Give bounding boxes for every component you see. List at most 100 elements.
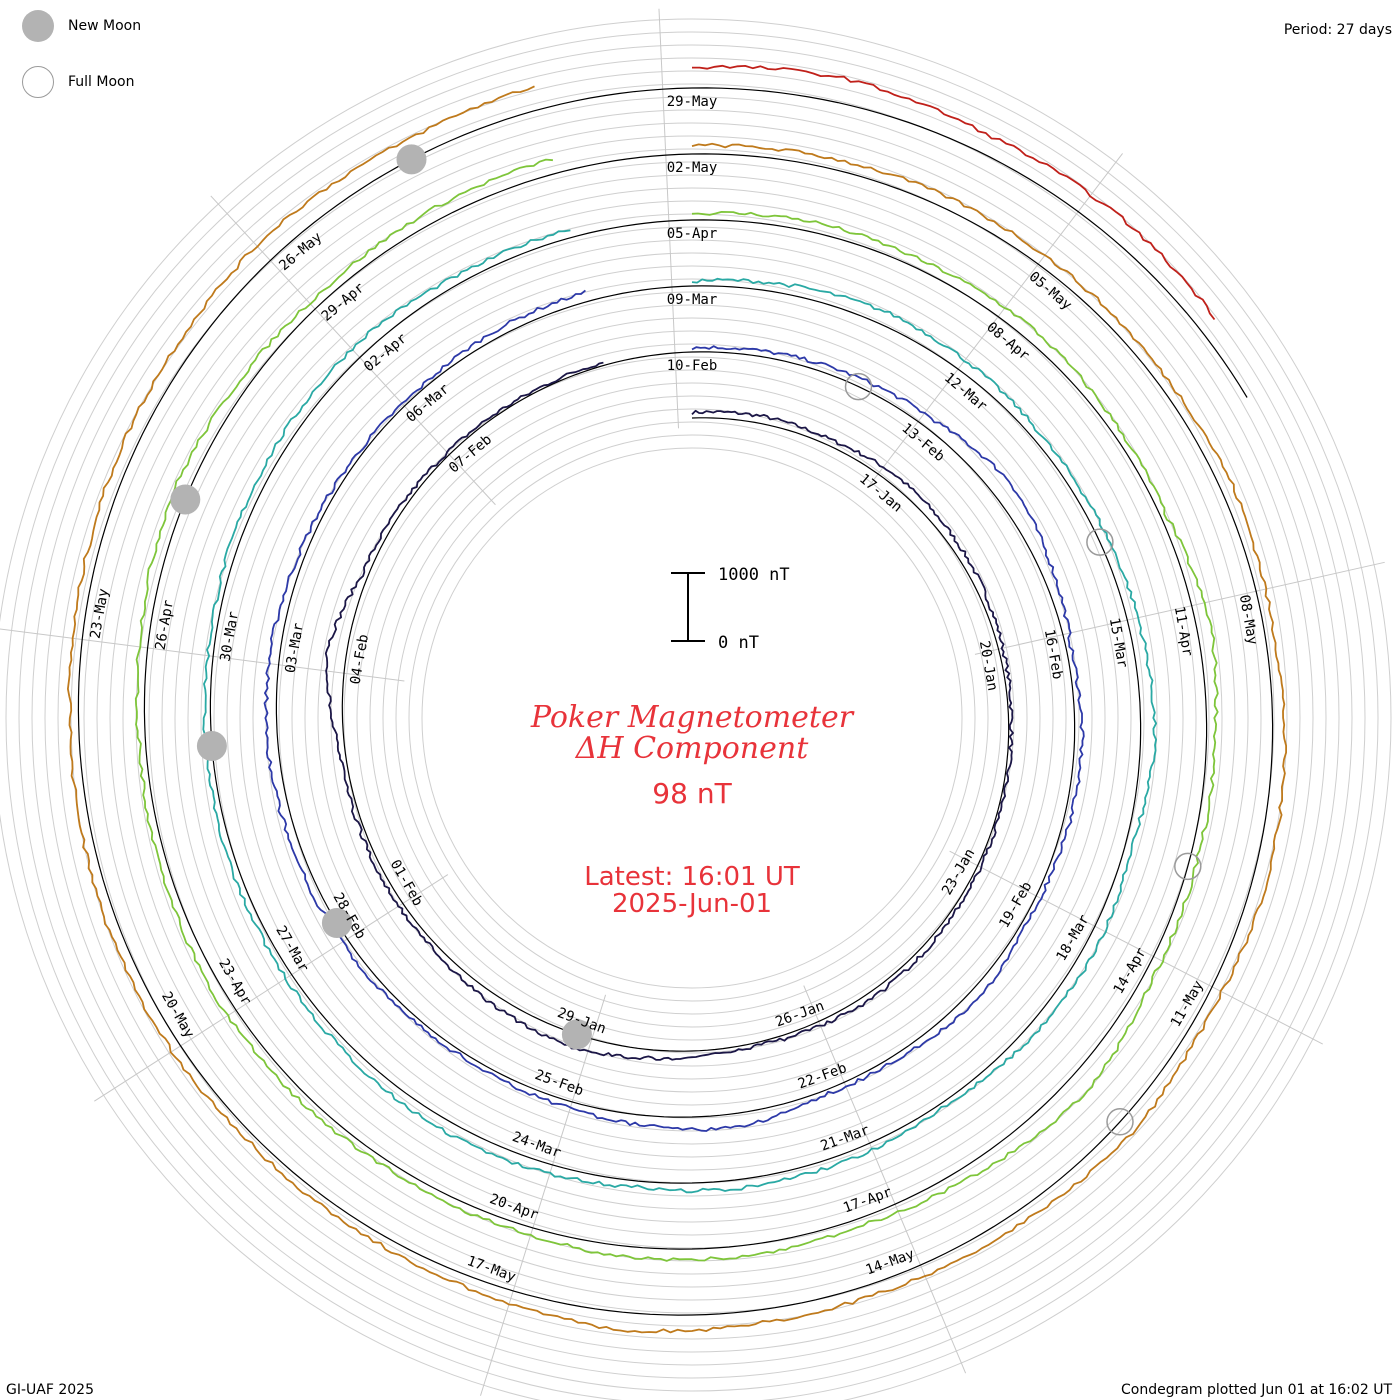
grid-ring	[408, 434, 976, 1002]
chart-title: Poker Magnetometer	[530, 700, 855, 735]
date-label: 05-Apr	[667, 226, 718, 242]
date-label: 02-May	[667, 160, 718, 176]
date-label: 03-Mar	[283, 622, 308, 675]
date-label: 17-May	[465, 1253, 518, 1285]
grid-ring	[18, 44, 1366, 1392]
spoke-line	[658, 8, 680, 429]
data-series-group	[67, 64, 1287, 1334]
series-line-2025-05-29	[692, 64, 1216, 321]
date-label: 20-Jan	[976, 640, 1001, 693]
chart-subtitle: ΔH Component	[575, 731, 809, 766]
grid-ring	[31, 57, 1353, 1379]
grid-ring	[148, 174, 1236, 1262]
period-label: Period: 27 days	[1283, 22, 1392, 38]
grid-ring	[174, 200, 1210, 1236]
spoke-line	[94, 874, 449, 1102]
grid-ring	[109, 135, 1275, 1301]
plotted-timestamp: Condegram plotted Jun 01 at 16:02 UT	[1121, 1382, 1392, 1398]
grid-ring	[122, 148, 1262, 1288]
date-label: 29-May	[667, 94, 718, 110]
spoke-line	[867, 153, 1123, 488]
spoke-line	[803, 985, 967, 1374]
grid-ring	[213, 239, 1171, 1197]
date-label: 11-May	[1168, 978, 1207, 1030]
new-moon-icon	[22, 10, 54, 42]
grid-ring	[421, 447, 963, 989]
series-line-2025-05-02	[67, 85, 1287, 1334]
series-line-2025-01-14	[324, 361, 1014, 1061]
full-moon-marker	[844, 372, 873, 401]
grid-ring	[44, 70, 1340, 1366]
grid-ring	[252, 278, 1132, 1158]
new-moon-marker	[321, 908, 352, 938]
latest-date: 2025-Jun-01	[612, 889, 772, 919]
spoke-line	[0, 628, 405, 682]
baseline-spiral	[77, 87, 1274, 1316]
date-label: 15-Mar	[1106, 617, 1131, 670]
series-line-2025-04-05	[134, 158, 1219, 1262]
radial-spokes	[0, 8, 1385, 1396]
new-moon-marker	[561, 1019, 592, 1050]
grid-ring	[187, 213, 1197, 1223]
grid-ring	[356, 382, 1028, 1054]
date-label: 17-Apr	[841, 1184, 894, 1216]
grid-ring	[0, 18, 1392, 1400]
series-line-2025-03-09	[202, 229, 1157, 1194]
grid-ring	[239, 265, 1145, 1171]
spoke-line	[949, 850, 1323, 1045]
grid-ring	[5, 31, 1379, 1400]
date-label: 29-Apr	[319, 280, 368, 325]
new-moon-marker	[170, 484, 201, 515]
date-label: 10-Feb	[667, 358, 718, 374]
grid-ring	[395, 421, 989, 1015]
date-label: 09-Mar	[667, 292, 718, 308]
scale-bar: 1000 nT 0 nT	[671, 565, 790, 653]
date-label: 08-Apr	[983, 319, 1032, 364]
date-label: 23-May	[88, 587, 113, 640]
grid-ring	[278, 304, 1106, 1132]
new-moon-marker	[196, 731, 227, 761]
grid-ring	[291, 317, 1093, 1119]
date-label: 25-Feb	[533, 1067, 586, 1099]
grid-ring	[304, 330, 1080, 1106]
grid-ring	[200, 226, 1184, 1210]
legend-new-moon: New Moon	[22, 10, 141, 42]
date-label: 11-Apr	[1171, 605, 1196, 658]
spoke-line	[479, 994, 607, 1396]
date-label: 26-Apr	[153, 599, 178, 652]
grid-ring	[382, 408, 1002, 1028]
date-label: 04-Feb	[348, 633, 373, 686]
grid-ring	[317, 343, 1067, 1093]
scale-bar-bottom-label: 0 nT	[718, 633, 759, 653]
grid-ring	[96, 122, 1288, 1314]
full-moon-marker	[1106, 1108, 1134, 1136]
grid-rings	[0, 18, 1392, 1400]
grid-ring	[369, 395, 1015, 1041]
full-moon-marker	[1174, 852, 1202, 881]
credit-label: GI-UAF 2025	[6, 1382, 94, 1398]
baseline-spiral-path	[77, 87, 1274, 1316]
date-label: 19-Feb	[996, 879, 1035, 931]
grid-ring	[83, 109, 1301, 1327]
series-line-2025-02-10	[263, 289, 1085, 1132]
date-label: 16-Feb	[1041, 628, 1066, 681]
latest-time: Latest: 16:01 UT	[584, 862, 800, 892]
date-label: 30-Mar	[218, 610, 243, 663]
scale-bar-top-label: 1000 nT	[718, 565, 790, 585]
new-moon-marker	[396, 144, 427, 175]
legend-full-moon-label: Full Moon	[68, 74, 135, 90]
grid-ring	[57, 83, 1327, 1353]
spoke-line	[974, 561, 1385, 655]
moon-markers	[170, 144, 1202, 1136]
grid-ring	[161, 187, 1223, 1249]
full-moon-marker	[1086, 528, 1114, 556]
legend-full-moon: Full Moon	[22, 66, 134, 98]
date-label: 23-Apr	[215, 956, 254, 1008]
date-labels: 17-Jan20-Jan23-Jan26-Jan29-Jan01-Feb04-F…	[88, 94, 1261, 1285]
legend-new-moon-label: New Moon	[68, 18, 142, 34]
date-label: 22-Feb	[796, 1060, 849, 1092]
date-label: 14-Apr	[1111, 945, 1150, 997]
full-moon-icon	[22, 66, 54, 98]
grid-ring	[70, 96, 1314, 1340]
grid-ring	[343, 369, 1041, 1067]
